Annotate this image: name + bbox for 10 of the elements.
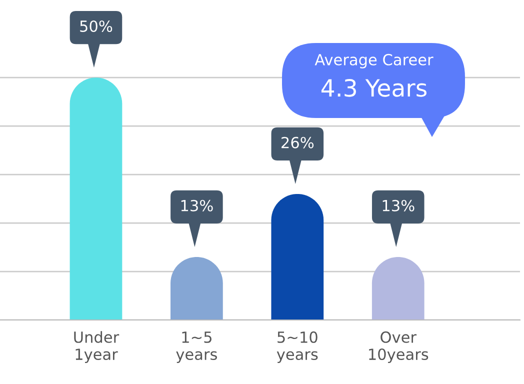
text: Average Career — [314, 54, 434, 68]
data-label: 13% — [181, 200, 213, 212]
x-tick-label: Over 10years — [369, 331, 428, 364]
data-label: 13% — [382, 200, 414, 212]
x-tick-label: 1~5 years — [176, 332, 217, 364]
x-tick-label: 5~10 years — [276, 331, 318, 364]
data-label: 50% — [80, 20, 112, 32]
x-tick-label: Under 1year — [74, 331, 120, 364]
data-label: 26% — [282, 136, 314, 148]
annotation: 4.3 Years — [321, 78, 427, 97]
